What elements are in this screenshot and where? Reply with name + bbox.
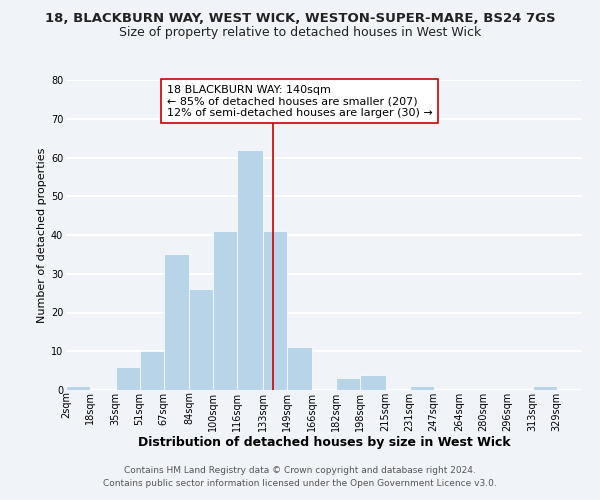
Bar [533,386,557,390]
Bar [213,231,237,390]
Bar [139,351,163,390]
Bar [115,367,139,390]
Text: Contains HM Land Registry data © Crown copyright and database right 2024.
Contai: Contains HM Land Registry data © Crown c… [103,466,497,487]
Bar [409,386,433,390]
Text: 18 BLACKBURN WAY: 140sqm
← 85% of detached houses are smaller (207)
12% of semi-: 18 BLACKBURN WAY: 140sqm ← 85% of detach… [167,84,433,118]
Bar [263,231,287,390]
Bar [163,254,189,390]
Text: 18, BLACKBURN WAY, WEST WICK, WESTON-SUPER-MARE, BS24 7GS: 18, BLACKBURN WAY, WEST WICK, WESTON-SUP… [44,12,556,26]
Bar [66,386,90,390]
Bar [189,289,213,390]
X-axis label: Distribution of detached houses by size in West Wick: Distribution of detached houses by size … [137,436,511,450]
Bar [287,348,312,390]
Y-axis label: Number of detached properties: Number of detached properties [37,148,47,322]
Text: Size of property relative to detached houses in West Wick: Size of property relative to detached ho… [119,26,481,39]
Bar [360,374,386,390]
Bar [336,378,360,390]
Bar [237,150,263,390]
